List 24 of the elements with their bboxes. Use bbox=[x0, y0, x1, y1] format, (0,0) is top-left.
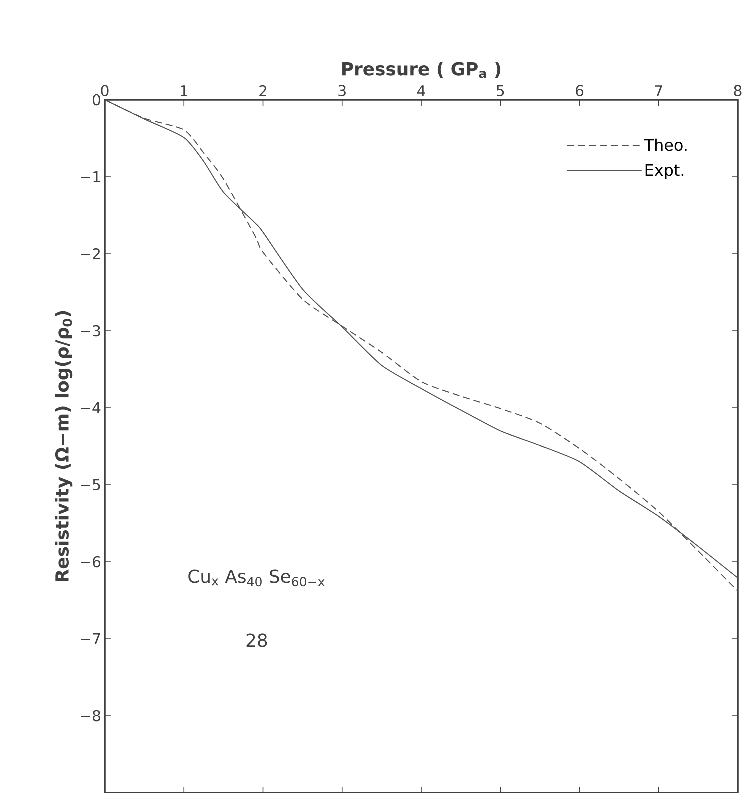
x-tick-label: 1 bbox=[181, 86, 188, 96]
x-tick-label: 2 bbox=[260, 85, 267, 96]
y-tick-label: −2 bbox=[81, 248, 100, 260]
x-tick-label: 3 bbox=[338, 85, 346, 96]
x-tick-label: 8 bbox=[734, 85, 742, 96]
x-tick-label: 0 bbox=[101, 85, 109, 96]
y-tick-label: −7 bbox=[81, 634, 100, 644]
x-tick-label: 6 bbox=[576, 85, 584, 96]
x-tick-label: 4 bbox=[417, 86, 426, 96]
x-axis-title: Pressure ( GP$_{a}$ ) bbox=[342, 62, 501, 78]
x-tick-label: 5 bbox=[497, 85, 504, 96]
annotation: Cu$_{x}$ As$_{40}$ Se$_{60−x}$ bbox=[188, 570, 325, 587]
annotation: 28 bbox=[246, 634, 268, 648]
legend-label: Theo. bbox=[644, 138, 687, 152]
y-tick-label: −1 bbox=[81, 172, 100, 182]
x-tick-label: 7 bbox=[655, 86, 662, 96]
y-axis-title: Resistivity (Ω−m) log(ρ/ρ$_{0}$) bbox=[55, 311, 73, 582]
y-tick-label: −5 bbox=[81, 479, 100, 491]
y-tick-label: −3 bbox=[81, 325, 100, 337]
y-tick-label: 0 bbox=[92, 94, 100, 106]
y-tick-label: −4 bbox=[81, 402, 101, 414]
legend-label: Expt. bbox=[646, 164, 684, 180]
y-tick-label: −6 bbox=[81, 556, 101, 568]
y-tick-label: −8 bbox=[81, 710, 100, 722]
